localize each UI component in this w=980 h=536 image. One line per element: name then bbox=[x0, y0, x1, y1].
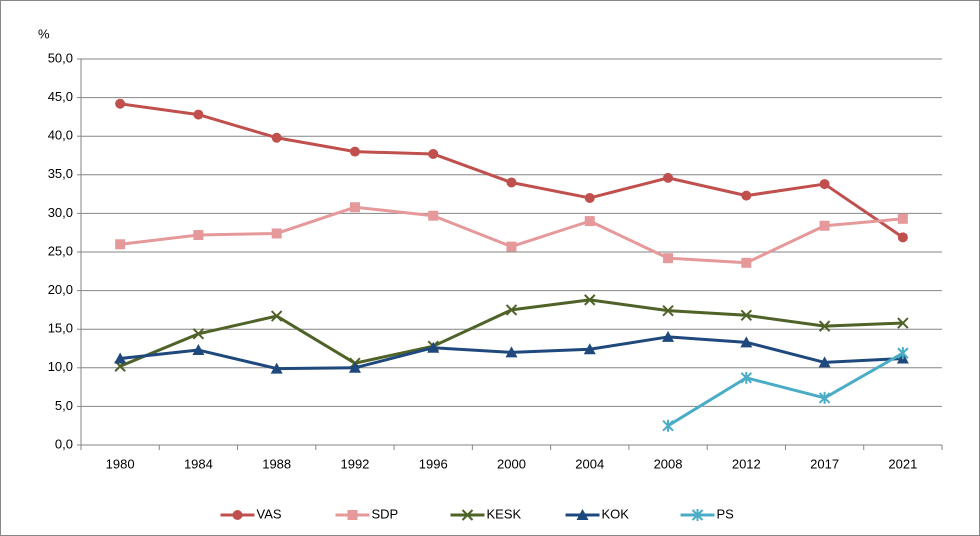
data-point bbox=[505, 346, 518, 358]
x-tick-label: 1980 bbox=[106, 456, 135, 471]
y-tick-label: 15,0 bbox=[48, 321, 73, 336]
x-tick-label: 1988 bbox=[262, 456, 291, 471]
y-tick-label: 35,0 bbox=[48, 166, 73, 181]
x-tick-label: 1996 bbox=[419, 456, 448, 471]
data-point bbox=[270, 362, 283, 374]
data-point bbox=[271, 132, 282, 143]
data-point bbox=[349, 146, 360, 157]
data-point bbox=[897, 317, 909, 329]
data-point bbox=[115, 98, 126, 109]
data-point bbox=[740, 371, 753, 384]
legend-label: KESK bbox=[487, 506, 522, 521]
data-point bbox=[583, 343, 596, 355]
data-point bbox=[505, 304, 518, 316]
x-tick-label: 2000 bbox=[497, 456, 526, 471]
x-tick-label: 2021 bbox=[888, 456, 917, 471]
legend-label: KOK bbox=[602, 506, 630, 521]
data-point bbox=[662, 419, 674, 432]
x-tick-label: 2017 bbox=[810, 456, 839, 471]
data-point bbox=[270, 310, 283, 322]
data-point bbox=[662, 304, 674, 317]
y-axis-label: % bbox=[38, 26, 50, 41]
data-point bbox=[740, 336, 753, 348]
legend-label: SDP bbox=[372, 506, 399, 521]
x-tick-label: 1992 bbox=[340, 456, 369, 471]
y-tick-label: 5,0 bbox=[55, 398, 73, 413]
legend-marker bbox=[232, 510, 243, 520]
data-point bbox=[584, 216, 595, 227]
y-tick-label: 50,0 bbox=[48, 50, 73, 65]
data-point bbox=[897, 232, 908, 243]
data-point bbox=[741, 190, 752, 201]
data-point bbox=[662, 330, 675, 342]
data-point bbox=[115, 239, 126, 250]
series-line bbox=[667, 351, 904, 427]
data-point bbox=[897, 347, 909, 360]
legend-label: VAS bbox=[257, 506, 282, 521]
data-point bbox=[819, 179, 830, 190]
data-point bbox=[584, 192, 595, 203]
data-point bbox=[818, 320, 831, 332]
legend-marker bbox=[691, 509, 704, 521]
data-point bbox=[818, 391, 831, 404]
legend-marker bbox=[576, 509, 589, 520]
data-point bbox=[506, 241, 517, 252]
data-point bbox=[349, 202, 360, 213]
x-tick-label: 2012 bbox=[732, 456, 761, 471]
y-tick-label: 20,0 bbox=[48, 282, 73, 297]
data-point bbox=[193, 109, 204, 120]
data-point bbox=[584, 294, 596, 306]
y-tick-label: 10,0 bbox=[48, 359, 73, 374]
y-tick-label: 25,0 bbox=[48, 243, 73, 258]
y-tick-label: 0,0 bbox=[55, 436, 73, 451]
data-point bbox=[663, 253, 674, 264]
x-tick-label: 2008 bbox=[654, 456, 683, 471]
data-point bbox=[192, 328, 205, 340]
data-point bbox=[193, 230, 204, 241]
data-point bbox=[114, 352, 127, 364]
data-point bbox=[663, 172, 674, 183]
data-point bbox=[819, 220, 830, 231]
legend-label: PS bbox=[717, 506, 735, 521]
data-point bbox=[428, 210, 439, 221]
x-tick-label: 2004 bbox=[575, 456, 604, 471]
data-point bbox=[427, 341, 440, 353]
data-point bbox=[192, 344, 205, 356]
x-tick-label: 1984 bbox=[184, 456, 213, 471]
data-point bbox=[741, 257, 752, 268]
data-point bbox=[271, 228, 282, 239]
legend-marker bbox=[347, 510, 358, 520]
data-point bbox=[348, 361, 361, 373]
data-point bbox=[897, 213, 908, 224]
y-tick-label: 45,0 bbox=[48, 89, 73, 104]
data-point bbox=[428, 148, 439, 159]
y-tick-label: 30,0 bbox=[48, 205, 73, 220]
data-point bbox=[506, 177, 517, 188]
data-point bbox=[740, 309, 753, 322]
y-tick-label: 40,0 bbox=[48, 128, 73, 143]
legend-marker bbox=[461, 509, 474, 521]
data-point bbox=[818, 356, 831, 368]
